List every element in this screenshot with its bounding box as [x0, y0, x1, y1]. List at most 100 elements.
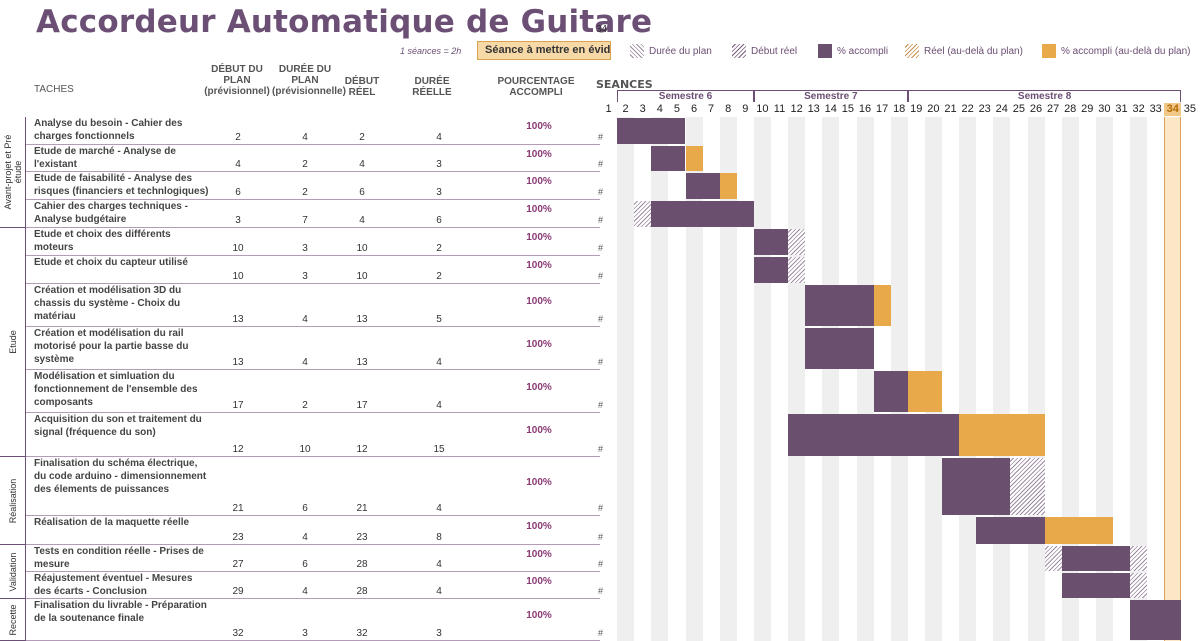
task-name: Etude de marché - Analyse de l'existant: [34, 146, 176, 170]
phase-label: Recette: [7, 603, 18, 636]
debut-reel-value: 21: [356, 503, 368, 514]
debut-reel-value: 13: [356, 314, 368, 325]
percent-complete-value: 100%: [526, 476, 552, 488]
duree-reelle-value: 3: [436, 187, 442, 198]
header-duree-plan: DURÉE DU PLAN (prévisionnelle): [272, 64, 346, 97]
actual-start-swatch: [732, 44, 746, 58]
grid-column: [736, 117, 754, 641]
duree-plan-value: 10: [299, 444, 311, 455]
accomplished-segment: [1061, 546, 1131, 571]
task-name: Analyse du besoin - Cahier des charges f…: [34, 118, 183, 142]
table-row: Acquisition du son et traitement du sign…: [26, 413, 604, 457]
task-name: Création et modélisation 3D du chassis d…: [34, 285, 182, 322]
percent-complete-swatch: [818, 44, 832, 58]
row-marker: #: [598, 559, 604, 569]
grid-column: [822, 117, 840, 641]
duree-plan-value: 6: [302, 559, 308, 570]
grid-column: [771, 117, 788, 641]
session-number: 9: [742, 103, 749, 115]
session-number: 16: [858, 103, 872, 115]
legend-reel-label: Début réel: [751, 45, 798, 57]
row-marker: #: [598, 586, 604, 596]
session-number: 34: [1164, 103, 1182, 116]
accomplished-segment: [1061, 573, 1131, 598]
grid-column: [1095, 117, 1113, 641]
session-number: 6: [690, 103, 698, 115]
session-number: 32: [1132, 103, 1145, 115]
percent-complete-value: 100%: [526, 260, 552, 271]
percent-complete-value: 100%: [526, 425, 552, 436]
current-session-number: 34: [596, 24, 608, 35]
header-seances: SEANCES: [596, 78, 653, 91]
session-number: 4: [656, 103, 663, 115]
row-marker: #: [598, 532, 604, 542]
session-number: 31: [1115, 103, 1128, 115]
debut-plan-value: 29: [232, 586, 244, 597]
session-number: 1: [605, 103, 612, 115]
legend-accompli-label: % accompli: [837, 45, 889, 57]
accomplished-segment: [617, 118, 686, 144]
row-marker: #: [598, 271, 604, 281]
accomplished-beyond-segment: [959, 414, 1045, 456]
grid-column: [719, 117, 737, 641]
session-number: 28: [1064, 103, 1077, 115]
session-number: 27: [1046, 103, 1060, 115]
semester-header: Semestre 6: [617, 90, 754, 102]
legend-accbeyond-label: % accompli (au-delà du plan): [1061, 45, 1191, 57]
phase-label: Réalisation: [7, 478, 18, 523]
highlight-session-input[interactable]: Séance à mettre en évidence 34: [477, 41, 611, 60]
row-marker: #: [598, 314, 604, 324]
table-row: Finalisation du schéma électrique, du co…: [26, 457, 604, 516]
duree-plan-value: 4: [302, 132, 308, 143]
row-marker: #: [598, 444, 604, 454]
session-number: 30: [1098, 103, 1111, 115]
duree-plan-value: 2: [302, 159, 308, 170]
task-name: Tests en condition réelle - Prises de me…: [34, 546, 204, 570]
header-duree-reelle: DURÉE RÉELLE: [412, 76, 452, 98]
grid-column: [959, 117, 977, 641]
semester-header: Semestre 7: [753, 90, 908, 102]
legend-beyond: Réel (au-delà du plan): [905, 44, 1023, 58]
header-taches: TACHES: [34, 84, 74, 95]
debut-plan-value: 2: [235, 132, 241, 143]
row-marker: #: [598, 400, 604, 410]
debut-reel-value: 23: [356, 532, 368, 543]
debut-plan-value: 10: [232, 271, 244, 282]
debut-plan-value: 17: [232, 400, 244, 411]
session-number: 20: [927, 103, 940, 115]
session-number: 22: [961, 103, 974, 115]
table-row: Cahier des charges techniques - Analyse …: [26, 200, 603, 228]
task-name: Etude et choix des différents moteurs: [34, 229, 171, 253]
debut-plan-value: 32: [232, 628, 244, 639]
percent-complete-value: 100%: [526, 295, 552, 307]
debut-reel-value: 13: [356, 357, 368, 368]
phase-cell: Recette: [0, 599, 26, 641]
plan-remaining-segment: [1010, 458, 1045, 515]
duree-reelle-value: 4: [436, 132, 442, 143]
table-row: Analyse du besoin - Cahier des charges f…: [26, 117, 603, 145]
debut-plan-value: 10: [232, 243, 244, 254]
session-number: 11: [773, 103, 786, 115]
grid-column: [1147, 117, 1165, 641]
header-debut-plan: DÉBUT DU PLAN (prévisionnel): [204, 64, 270, 97]
duree-plan-value: 3: [302, 271, 308, 282]
debut-plan-value: 4: [235, 159, 241, 170]
row-marker: #: [598, 503, 604, 513]
plan-duration-swatch: [630, 44, 644, 58]
table-row: Modélisation et simluation du fonctionne…: [26, 370, 604, 413]
session-number: 21: [944, 103, 957, 115]
sessions-note: 1 séances = 2h: [400, 46, 462, 56]
grid-column: [1061, 117, 1079, 641]
grid-column: [685, 117, 703, 641]
task-name: Etude et choix du capteur utilisé: [34, 257, 188, 268]
legend-beyond-label: Réel (au-delà du plan): [924, 45, 1023, 57]
row-marker: #: [598, 187, 604, 197]
percent-complete-value: 100%: [526, 548, 552, 560]
session-number: 26: [1029, 103, 1043, 115]
debut-reel-value: 4: [359, 215, 365, 226]
percent-complete-value: 100%: [526, 610, 552, 621]
plan-remaining-segment: [1130, 573, 1148, 598]
accomplished-segment: [651, 146, 686, 171]
plan-remaining-segment: [788, 229, 806, 255]
duree-reelle-value: 4: [436, 559, 442, 570]
